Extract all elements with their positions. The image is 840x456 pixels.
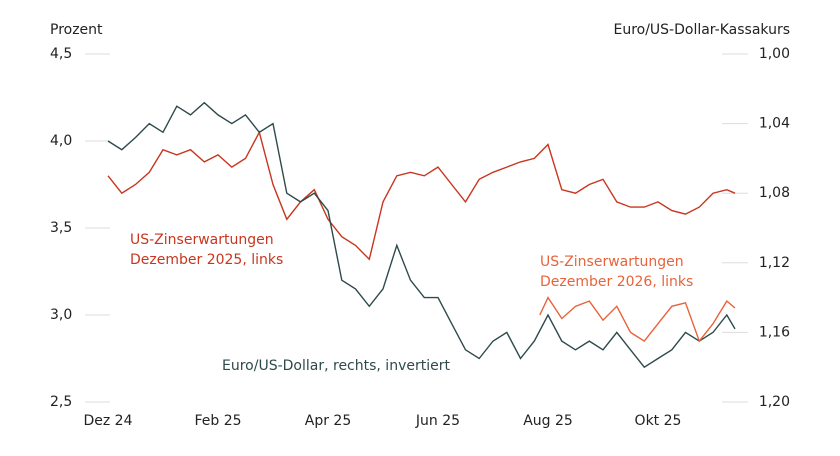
- line: [107, 101, 736, 369]
- y2-tick-label: 1,12: [759, 255, 790, 271]
- y-axis-title: Prozent: [50, 22, 103, 38]
- x-tick-label: Okt 25: [635, 413, 682, 429]
- y-tick-label: 3,0: [50, 307, 72, 323]
- y2-tick-label: 1,00: [759, 46, 790, 62]
- series-label: US-Zinserwartungen: [540, 254, 684, 270]
- y-tick-label: 4,5: [50, 46, 72, 62]
- y-tick-label: 2,5: [50, 394, 72, 410]
- y-tick-label: 3,5: [50, 220, 72, 236]
- x-tick-label: Jun 25: [415, 413, 460, 429]
- y2-tick-label: 1,08: [759, 185, 790, 201]
- series-label: Euro/US-Dollar, rechts, invertiert: [222, 358, 450, 374]
- series-label: Dezember 2025, links: [130, 252, 283, 268]
- y2-tick-label: 1,16: [759, 324, 790, 340]
- series-label: US-Zinserwartungen: [130, 232, 274, 248]
- x-tick-label: Feb 25: [194, 413, 241, 429]
- y2-tick-label: 1,04: [759, 116, 790, 132]
- series-label: Dezember 2026, links: [540, 274, 693, 290]
- y2-axis-title: Euro/US-Dollar-Kassakurs: [613, 22, 790, 38]
- x-tick-label: Dez 24: [83, 413, 132, 429]
- x-tick-label: Aug 25: [523, 413, 573, 429]
- line: [539, 296, 736, 343]
- y-tick-label: 4,0: [50, 133, 72, 149]
- x-tick-label: Apr 25: [305, 413, 351, 429]
- y2-tick-label: 1,20: [759, 394, 790, 410]
- line: [107, 130, 736, 261]
